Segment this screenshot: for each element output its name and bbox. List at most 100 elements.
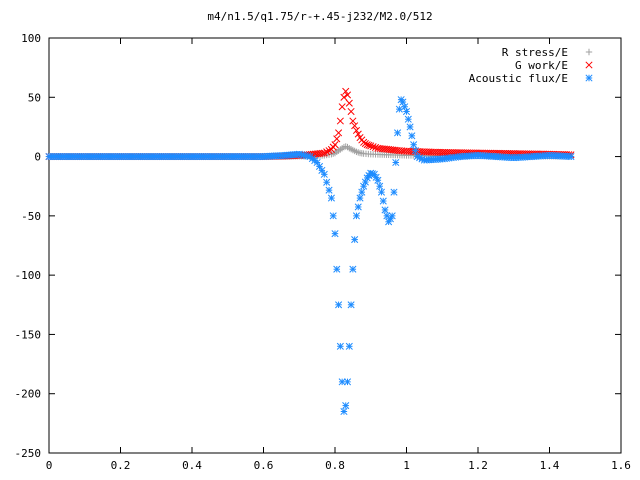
data-point: [395, 105, 403, 113]
series-x-markers: [45, 87, 575, 161]
data-point: [336, 342, 344, 350]
marker-stroke: [372, 173, 380, 181]
x-tick-label: 1.2: [468, 459, 488, 472]
marker-stroke: [354, 130, 362, 138]
axis-ticks: 0 0.2 0.4 0.6 0.8 1 1.2 1.4 1.6 100 50 0 -50 -100 -150…: [15, 32, 631, 472]
marker-stroke: [351, 122, 359, 130]
marker-stroke: [402, 107, 411, 116]
data-point: [567, 153, 575, 161]
data-point: [374, 176, 382, 184]
marker-stroke: [342, 87, 350, 95]
marker-stroke: [381, 206, 389, 214]
series-star-markers: [45, 96, 575, 416]
marker-stroke: [331, 141, 339, 149]
marker-stroke: [352, 126, 361, 135]
marker-stroke: [331, 230, 339, 238]
chart-title: m4/n1.5/q1.75/r-+.45-j232/M2.0/512: [207, 10, 432, 23]
data-point: [358, 188, 366, 196]
legend-label: R stress/E: [502, 46, 568, 59]
y-tick-label: 50: [28, 91, 41, 104]
data-point: [406, 123, 414, 131]
marker-stroke: [371, 143, 380, 152]
marker-stroke: [335, 129, 343, 137]
data-point: [349, 265, 357, 273]
marker-stroke: [411, 147, 419, 155]
y-tick-label: -250: [15, 447, 42, 460]
data-point: [345, 342, 353, 350]
data-point: [335, 129, 343, 137]
data-point: [333, 135, 341, 143]
x-tick-label: 0: [46, 459, 53, 472]
x-tick-label: 0.8: [325, 459, 345, 472]
marker-stroke: [413, 153, 421, 161]
y-tick-label: 0: [34, 151, 41, 164]
marker-stroke: [343, 91, 352, 99]
legend-label: G work/E: [515, 59, 568, 72]
data-point: [354, 203, 362, 211]
data-point: [340, 407, 348, 416]
x-tick-label: 1.4: [540, 459, 560, 472]
marker-stroke: [367, 142, 375, 150]
data-point: [352, 212, 361, 220]
marker-stroke: [585, 61, 593, 69]
marker-stroke: [374, 176, 382, 184]
marker-stroke: [392, 158, 400, 167]
x-tick-label: 0.6: [254, 459, 274, 472]
marker-stroke: [329, 212, 337, 220]
y-tick-label: -100: [15, 269, 42, 282]
legend-label: Acoustic flux/E: [469, 72, 568, 85]
data-point: [402, 107, 411, 116]
data-point: [338, 378, 346, 386]
marker-stroke: [345, 99, 353, 107]
marker-stroke: [338, 378, 346, 386]
marker-stroke: [345, 342, 353, 350]
data-point: [390, 188, 398, 196]
marker-stroke: [323, 178, 331, 186]
data-point: [351, 236, 359, 244]
series-markers: [45, 87, 575, 416]
y-tick-label: -50: [21, 210, 41, 223]
legend-marker: [585, 61, 593, 69]
marker-stroke: [408, 132, 416, 140]
y-tick-label: -200: [15, 388, 42, 401]
data-point: [411, 147, 419, 155]
marker-stroke: [416, 154, 424, 162]
marker-stroke: [335, 301, 343, 309]
marker-stroke: [395, 105, 403, 113]
marker-stroke: [313, 158, 321, 167]
marker-stroke: [394, 129, 402, 137]
marker-stroke: [365, 141, 373, 149]
data-point: [343, 91, 352, 99]
marker-stroke: [377, 188, 386, 196]
x-tick-label: 1.6: [611, 459, 631, 472]
data-point: [371, 143, 380, 152]
data-point: [352, 126, 361, 135]
data-point: [356, 194, 364, 202]
marker-stroke: [336, 342, 344, 350]
marker-stroke: [336, 117, 344, 125]
data-point: [342, 402, 350, 410]
marker-stroke: [327, 194, 335, 202]
marker-stroke: [363, 141, 371, 149]
x-tick-label: 1: [403, 459, 410, 472]
data-point: [329, 212, 337, 220]
data-point: [335, 301, 343, 309]
marker-stroke: [351, 236, 359, 244]
marker-stroke: [388, 212, 396, 220]
marker-stroke: [401, 103, 409, 111]
plot-frame: [48, 37, 622, 454]
marker-stroke: [410, 141, 418, 149]
marker-stroke: [390, 188, 398, 196]
marker-stroke: [342, 402, 350, 410]
data-point: [343, 378, 352, 386]
legend-marker: [585, 48, 593, 56]
marker-stroke: [338, 103, 346, 111]
data-point: [327, 194, 335, 202]
data-point: [347, 107, 355, 116]
data-point: [365, 141, 373, 149]
marker-stroke: [340, 93, 348, 101]
data-point: [347, 301, 355, 309]
data-point: [381, 206, 389, 214]
data-point: [410, 141, 418, 149]
